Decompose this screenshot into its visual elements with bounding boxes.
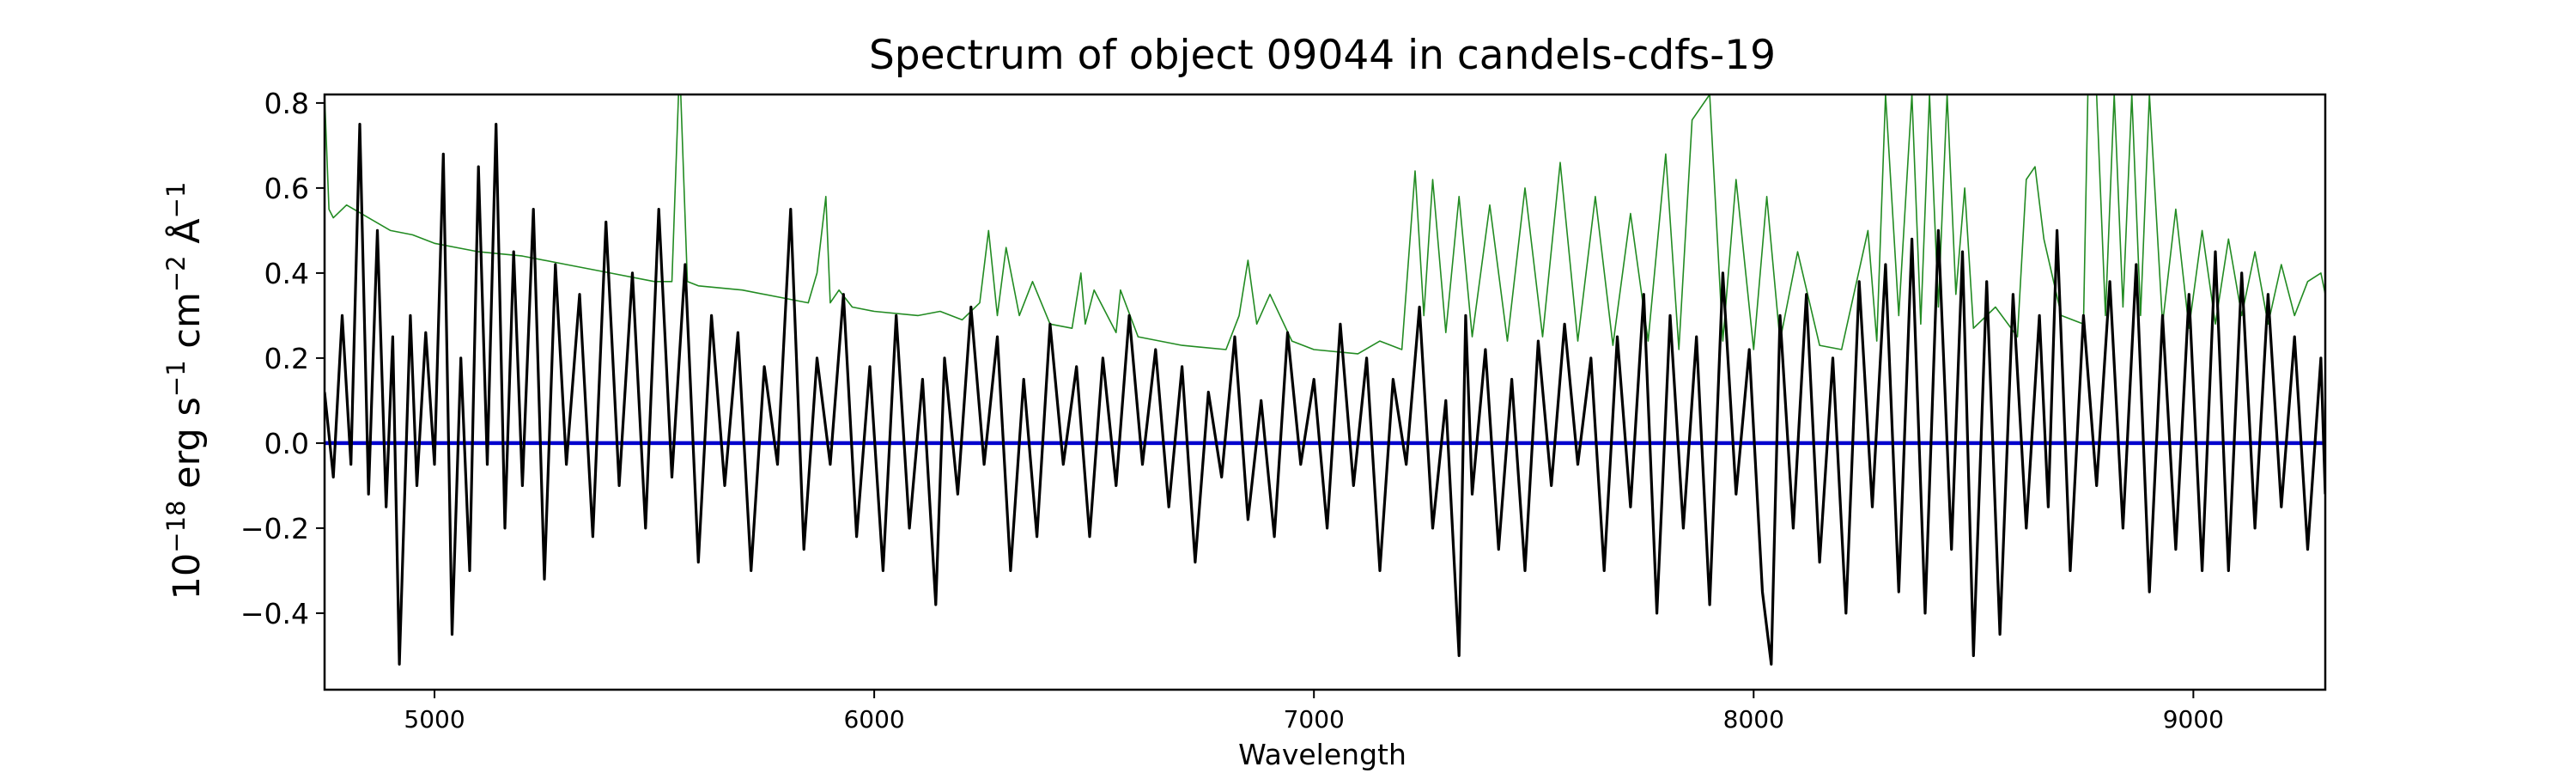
flux-series-layer	[325, 123, 2325, 666]
error-series-layer	[325, 94, 2325, 355]
x-axis-ticks: 5000 6000 7000 8000 9000	[404, 690, 2224, 733]
y-axis-label: 10−18 erg s−1 cm−2 Å−1	[161, 182, 209, 600]
x-axis-label: Wavelength	[1238, 738, 1406, 771]
y-label-erg-s: erg s	[166, 397, 209, 500]
error-line	[325, 94, 2325, 355]
y-label-exp-cm: −2	[161, 255, 191, 292]
y-tick-label: 0.2	[264, 342, 309, 375]
y-tick-label: 0.4	[264, 257, 309, 290]
y-label-angstrom: Å	[165, 218, 209, 256]
plot-frame	[323, 93, 2327, 691]
y-label-cm: cm	[166, 292, 209, 360]
y-tick-label: −0.4	[240, 597, 309, 630]
y-tick-label: 0.0	[264, 427, 309, 460]
y-tick-label: −0.2	[240, 512, 309, 545]
flux-line	[325, 123, 2325, 666]
plot-area	[325, 94, 2325, 666]
x-tick-label: 5000	[404, 705, 465, 733]
x-tick-label: 6000	[843, 705, 904, 733]
chart-title: Spectrum of object 09044 in candels-cdfs…	[869, 32, 1776, 79]
x-tick-label: 8000	[1723, 705, 1784, 733]
y-label-base: 10	[166, 553, 209, 600]
y-tick-label: 0.6	[264, 172, 309, 205]
y-axis-ticks: −0.4 −0.2 0.0 0.2 0.4 0.6 0.8	[240, 87, 325, 630]
y-label-exp-18: −18	[161, 501, 191, 553]
x-tick-label: 7000	[1284, 705, 1345, 733]
x-tick-label: 9000	[2163, 705, 2224, 733]
y-label-exp-angstrom: −1	[161, 182, 191, 219]
y-tick-label: 0.8	[264, 87, 309, 120]
y-label-exp-s: −1	[161, 360, 191, 397]
